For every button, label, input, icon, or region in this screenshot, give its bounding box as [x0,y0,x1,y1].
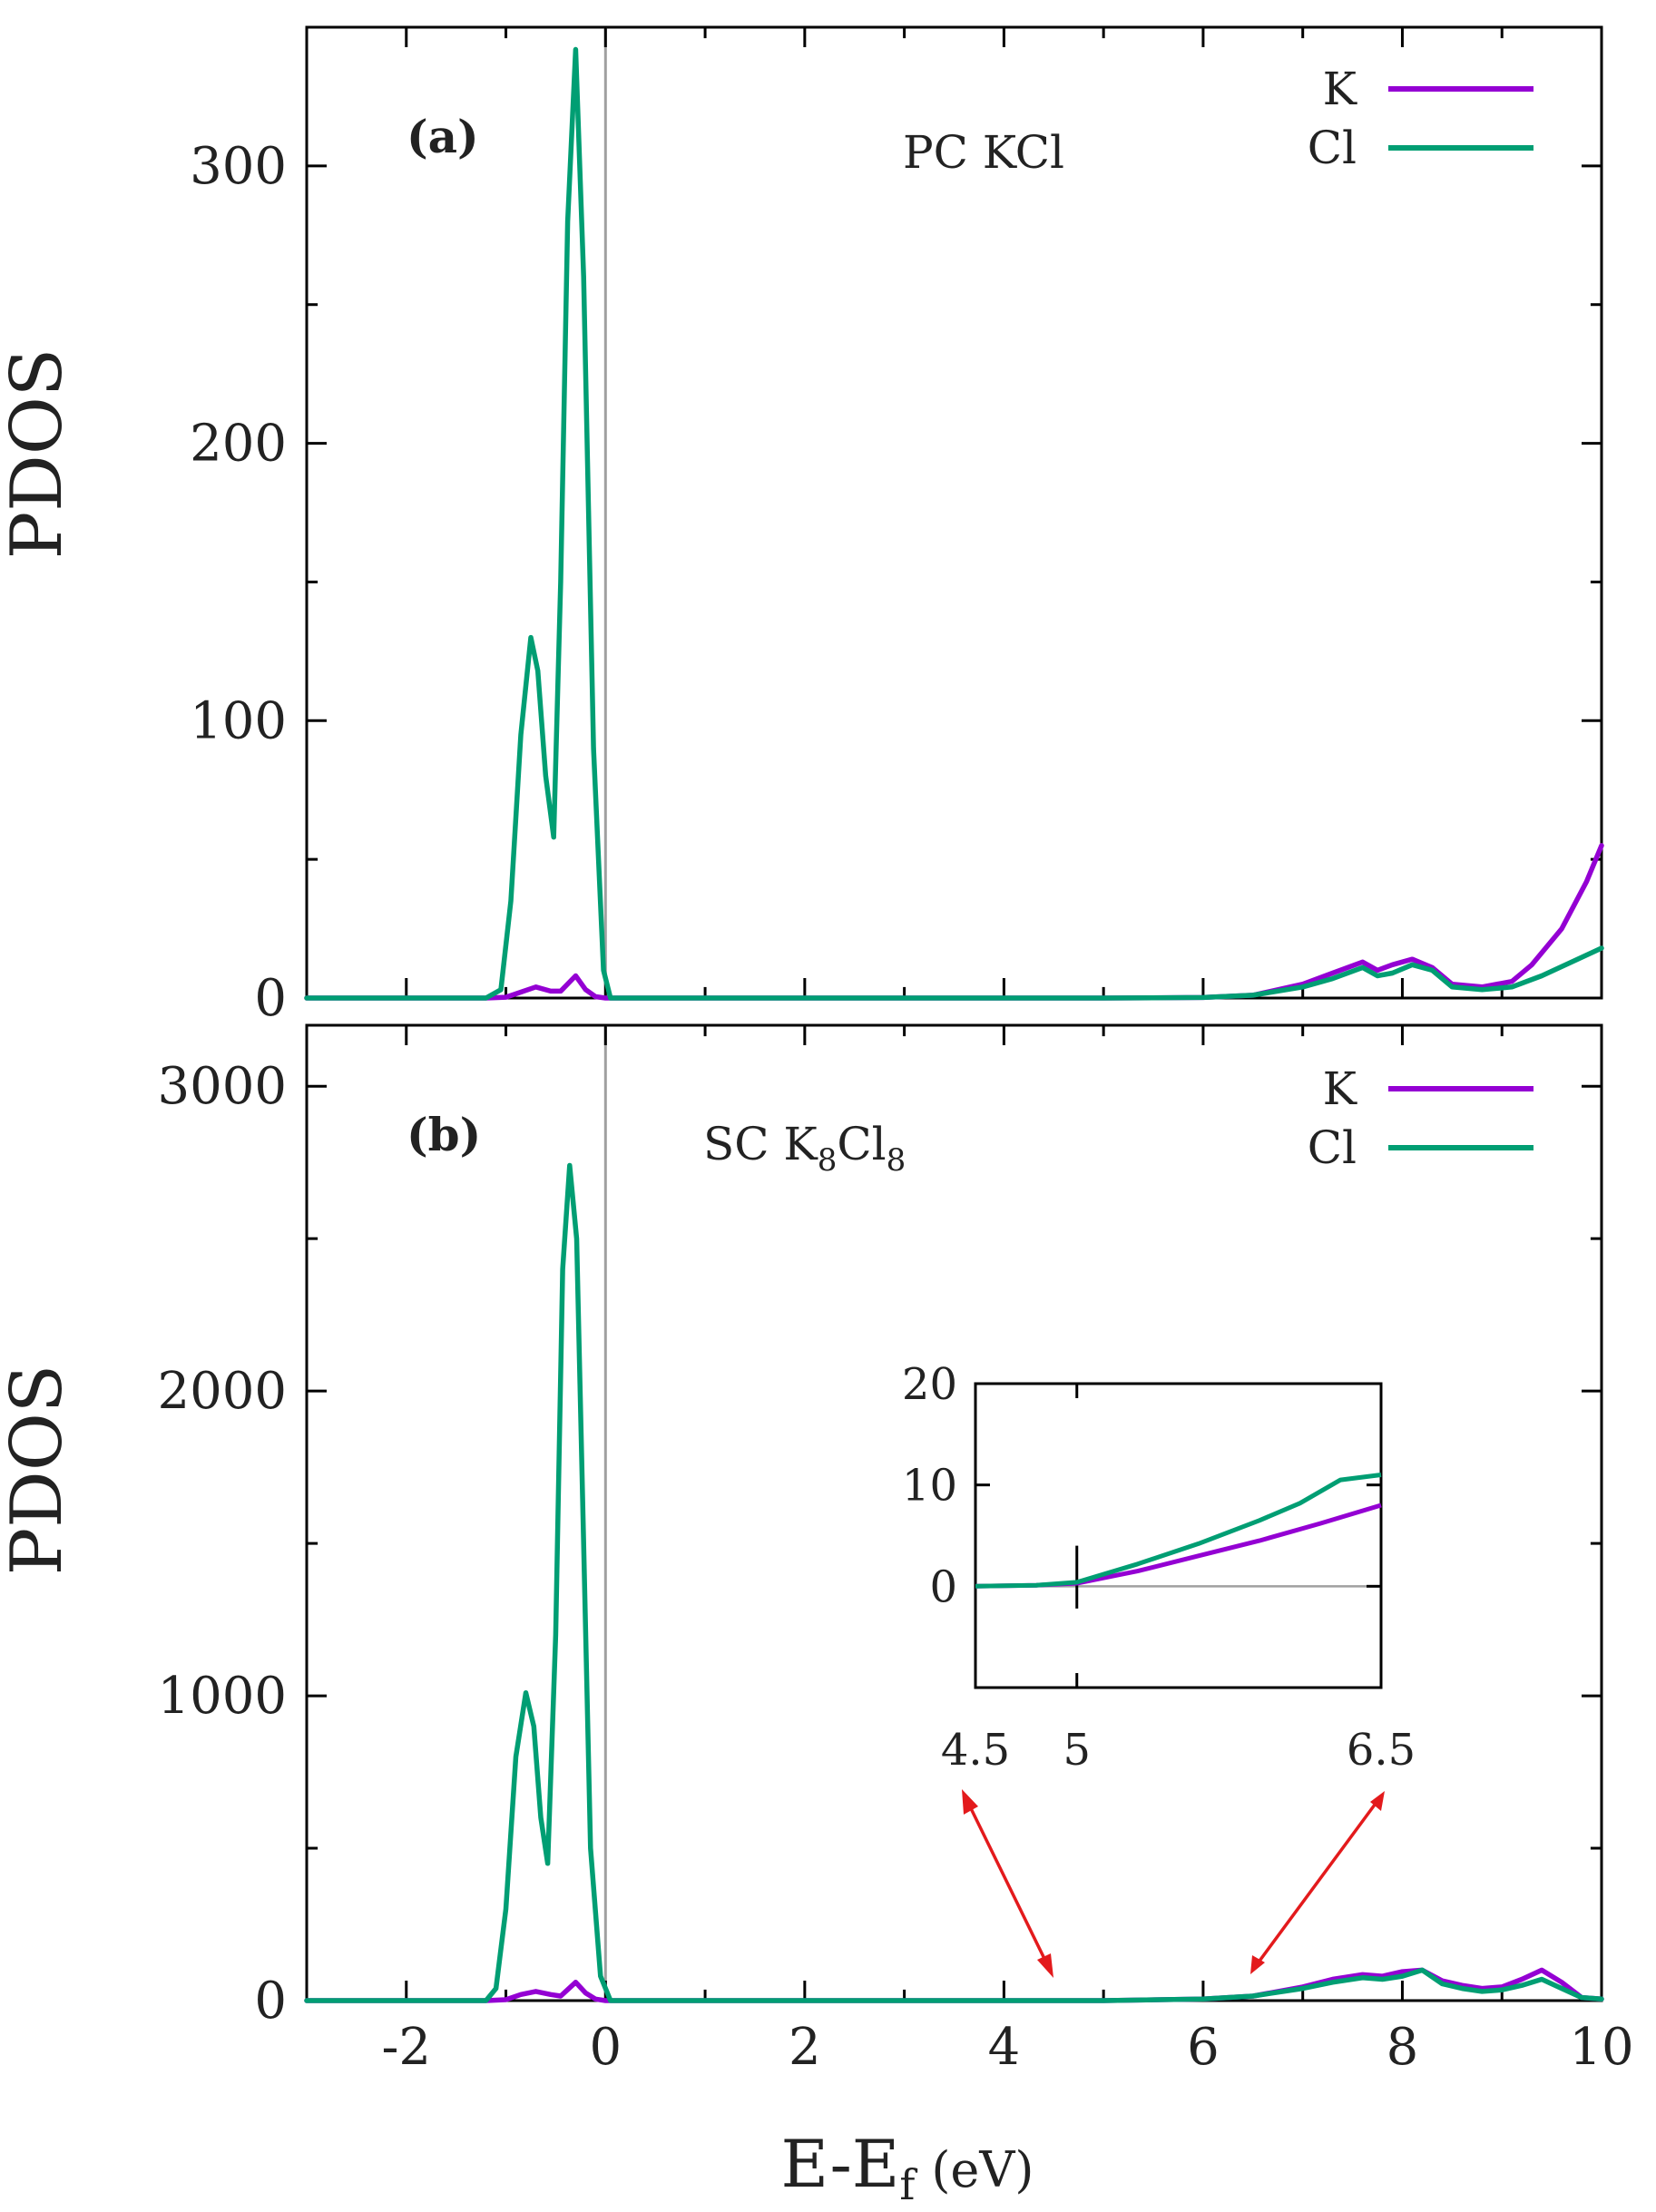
inset-x-tick-labels: 4.5 5 6.5 [941,1725,1416,1776]
inset-y-tick-label: 10 [902,1461,957,1512]
panel-b-system-cl: Cl [837,1118,886,1170]
panel-a-legend-k-label: K [1323,63,1358,115]
arrow-left-head-top [962,1789,978,1815]
panel-b-frame [305,1023,1603,2002]
panel-b-x-tick-labels: -2 0 2 4 6 8 10 [381,2018,1633,2077]
inset-y-tick-label: 20 [902,1359,957,1410]
x-tick-label: -2 [381,2018,431,2077]
panel-b-y-ticks [307,1084,1602,2002]
panel-b-legend: K Cl [1308,1062,1534,1174]
x-axis-label-unit: (eV) [931,2141,1034,2198]
panel-a-x-ticks [305,27,1603,998]
arrow-left-head-bottom [1037,1953,1053,1978]
x-tick-label: 6 [1187,2018,1220,2077]
x-tick-label: 8 [1387,2018,1419,2077]
series-cl-line [304,1162,1604,2003]
inset-x-tick-label: 5 [1063,1725,1091,1776]
panel-b-inset: 0 10 20 4.5 5 6.5 [902,1359,1416,1776]
inset-y-tick-label: 0 [929,1561,957,1612]
y-tick-label: 0 [254,1972,287,2031]
y-tick-label: 3000 [157,1057,287,1116]
series-cl-line [304,46,1604,1001]
panel-a-label: (a) [407,110,479,163]
arrow-right-head-top [1370,1791,1385,1811]
x-tick-label: 4 [988,2018,1021,2077]
inset-x-tick-label: 4.5 [941,1725,1010,1776]
panel-a-legend: K Cl [1308,63,1534,174]
y-tick-label: 100 [190,691,287,750]
panel-b-y-tick-labels: 0 1000 2000 3000 [157,1057,287,2031]
panel-b-legend-k-label: K [1323,1062,1358,1115]
panel-b-series [304,1162,1604,2003]
zoom-arrows [962,1789,1385,1978]
x-axis-label-sub: f [899,2160,917,2209]
x-axis-label: E-Ef (eV) [781,2126,1034,2209]
panel-a-y-tick-labels: 0 100 200 300 [190,137,287,1028]
panel-a-pc-kcl: 0 100 200 300 PDOS (a) PC KCl K Cl [0,25,1604,1028]
inset-frame [974,1382,1383,1689]
y-tick-label: 1000 [157,1667,287,1726]
panel-b-x-ticks [305,1025,1603,2001]
panel-b-system-label: SC K8Cl8 [703,1118,906,1179]
y-tick-label: 200 [190,415,287,474]
panel-b-y-axis-label: PDOS [0,1365,78,1575]
inset-series [975,1473,1382,1589]
y-tick-label: 2000 [157,1362,287,1421]
y-tick-label: 300 [190,137,287,196]
panel-b-system-sub1: 8 [818,1142,838,1179]
panel-a-y-axis-label: PDOS [0,348,78,559]
arrow-left-shaft [965,1800,1050,1967]
x-tick-label: 0 [589,2018,622,2077]
y-tick-label: 0 [254,969,287,1028]
panel-b-label: (b) [407,1108,481,1161]
inset-x-tick-label: 6.5 [1347,1725,1416,1776]
panel-b-system-k: SC K [703,1118,818,1170]
panel-a-system-label: PC KCl [903,126,1064,179]
panel-b-legend-cl-label: Cl [1308,1121,1357,1174]
x-tick-label: 10 [1569,2018,1633,2077]
x-axis-label-main: E-E [781,2126,900,2202]
panel-b-system-sub2: 8 [887,1142,906,1179]
arrow-right-head-bottom [1250,1955,1265,1974]
inset-series-cl-line [975,1473,1382,1589]
arrow-right-shaft [1256,1799,1379,1965]
x-tick-label: 2 [789,2018,821,2077]
inset-y-tick-labels: 0 10 20 [902,1359,957,1612]
panel-a-series [304,46,1604,1001]
panel-a-legend-cl-label: Cl [1308,122,1357,174]
